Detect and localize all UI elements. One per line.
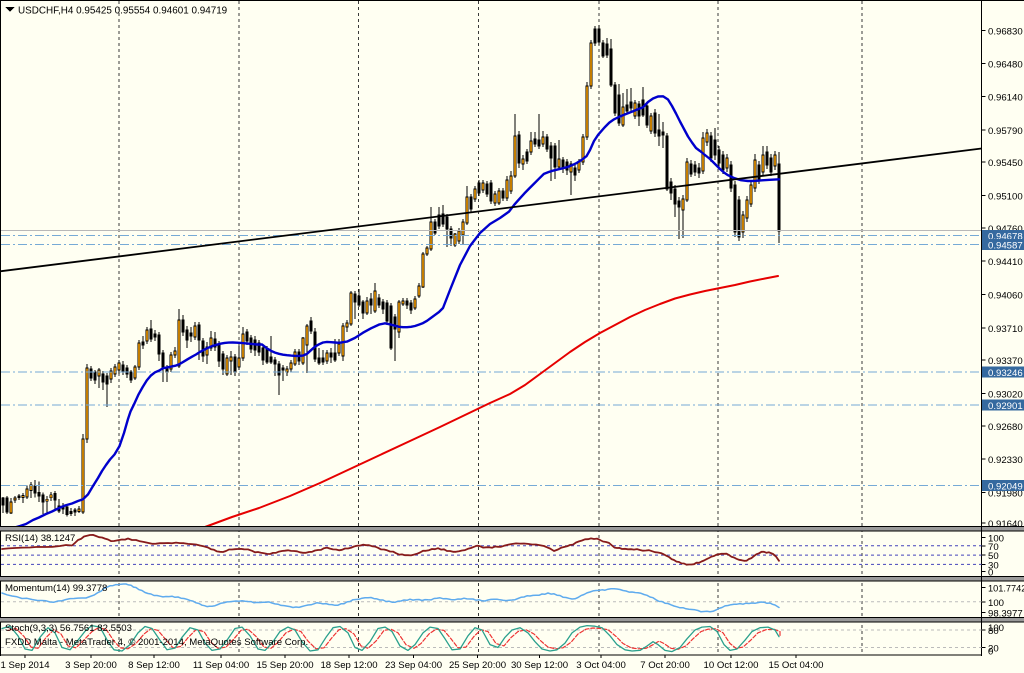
svg-text:80: 80 bbox=[988, 626, 999, 637]
svg-text:101.7742: 101.7742 bbox=[988, 584, 1024, 594]
svg-text:100: 100 bbox=[988, 623, 1004, 634]
svg-text:0.93020: 0.93020 bbox=[988, 390, 1023, 401]
svg-text:0.94060: 0.94060 bbox=[988, 291, 1023, 302]
svg-text:3 Oct 04:00: 3 Oct 04:00 bbox=[576, 660, 626, 671]
svg-text:0.94410: 0.94410 bbox=[988, 257, 1023, 268]
svg-text:Stoch(9,3,3) 56.7561 82.5503: Stoch(9,3,3) 56.7561 82.5503 bbox=[5, 623, 132, 634]
svg-text:0.92901: 0.92901 bbox=[988, 401, 1023, 412]
svg-text:98.3977: 98.3977 bbox=[988, 609, 1023, 620]
svg-text:0.94760: 0.94760 bbox=[988, 224, 1023, 235]
svg-text:0.92680: 0.92680 bbox=[988, 422, 1023, 433]
svg-text:15 Sep 20:00: 15 Sep 20:00 bbox=[256, 660, 313, 671]
svg-text:11 Sep 04:00: 11 Sep 04:00 bbox=[193, 660, 249, 671]
svg-text:0.91980: 0.91980 bbox=[988, 489, 1023, 500]
svg-text:3 Sep 20:00: 3 Sep 20:00 bbox=[65, 660, 117, 671]
svg-text:0.91640: 0.91640 bbox=[988, 519, 1023, 530]
svg-text:100: 100 bbox=[988, 534, 1004, 545]
svg-text:0.96480: 0.96480 bbox=[988, 59, 1023, 70]
svg-text:RSI(14) 38.1247: RSI(14) 38.1247 bbox=[5, 533, 75, 544]
svg-text:FXDD Malta - MetaTrader 4, © 2: FXDD Malta - MetaTrader 4, © 2001-2014, … bbox=[5, 637, 308, 648]
svg-text:0: 0 bbox=[988, 646, 993, 657]
svg-text:0.93370: 0.93370 bbox=[988, 356, 1023, 367]
svg-text:0.96140: 0.96140 bbox=[988, 92, 1023, 103]
svg-text:Momentum(14) 99.3778: Momentum(14) 99.3778 bbox=[5, 583, 107, 594]
svg-text:0.92049: 0.92049 bbox=[988, 482, 1023, 493]
svg-text:0.94587: 0.94587 bbox=[988, 241, 1023, 252]
svg-text:30 Sep 12:00: 30 Sep 12:00 bbox=[511, 660, 568, 671]
svg-text:10 Oct 12:00: 10 Oct 12:00 bbox=[704, 660, 759, 671]
svg-text:20: 20 bbox=[988, 644, 999, 655]
svg-text:23 Sep 04:00: 23 Sep 04:00 bbox=[385, 660, 442, 671]
svg-text:0.95450: 0.95450 bbox=[988, 158, 1023, 169]
svg-text:0.92330: 0.92330 bbox=[988, 455, 1023, 466]
svg-text:25 Sep 20:00: 25 Sep 20:00 bbox=[449, 660, 506, 671]
svg-text:0.95790: 0.95790 bbox=[988, 126, 1023, 137]
svg-text:0.96830: 0.96830 bbox=[988, 27, 1023, 38]
svg-text:0.93246: 0.93246 bbox=[988, 368, 1023, 379]
svg-text:0.94678: 0.94678 bbox=[988, 232, 1023, 243]
svg-text:18 Sep 12:00: 18 Sep 12:00 bbox=[320, 660, 377, 671]
svg-text:70: 70 bbox=[988, 542, 999, 553]
svg-text:0: 0 bbox=[988, 568, 993, 579]
svg-text:50: 50 bbox=[988, 551, 999, 562]
svg-text:1 Sep 2014: 1 Sep 2014 bbox=[0, 660, 50, 671]
svg-text:15 Oct 04:00: 15 Oct 04:00 bbox=[769, 660, 824, 671]
svg-text:8 Sep 12:00: 8 Sep 12:00 bbox=[128, 660, 180, 671]
svg-text:7 Oct 20:00: 7 Oct 20:00 bbox=[640, 660, 690, 671]
svg-text:30: 30 bbox=[988, 560, 999, 571]
svg-text:0.95100: 0.95100 bbox=[988, 192, 1023, 203]
svg-text:0.93710: 0.93710 bbox=[988, 324, 1023, 335]
svg-text:USDCHF,H4 0.95425 0.95554 0.9: USDCHF,H4 0.95425 0.95554 0.94601 0.9471… bbox=[18, 6, 228, 17]
svg-text:100: 100 bbox=[988, 598, 1004, 609]
